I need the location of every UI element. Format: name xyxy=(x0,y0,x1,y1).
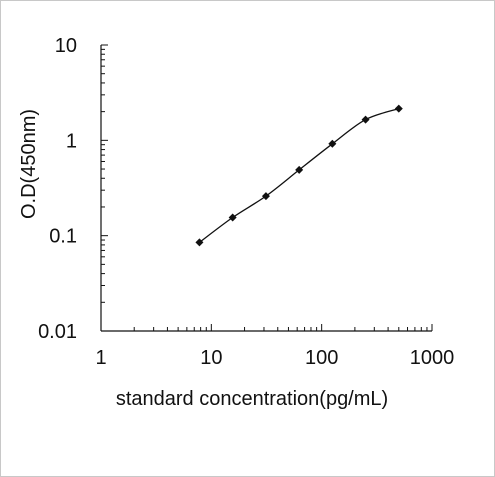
y-tick-label: 0.1 xyxy=(49,226,77,248)
data-point xyxy=(361,115,370,124)
data-point xyxy=(195,238,204,247)
data-point xyxy=(295,165,304,174)
x-axis-title: standard concentration(pg/mL) xyxy=(116,388,388,410)
y-tick-label: 10 xyxy=(55,35,77,57)
y-tick-label: 0.01 xyxy=(38,321,77,343)
data-point xyxy=(394,104,403,113)
x-ticks: 1 10 100 1000 xyxy=(95,324,454,369)
x-tick-label: 1000 xyxy=(410,347,455,369)
fit-curve xyxy=(199,107,400,243)
data-point xyxy=(261,192,270,201)
x-tick-label: 100 xyxy=(305,347,338,369)
axes xyxy=(100,45,432,332)
y-tick-label: 1 xyxy=(66,130,77,152)
data-points xyxy=(195,104,403,247)
y-ticks: 10 1 0.1 0.01 xyxy=(38,35,108,343)
data-point xyxy=(228,213,237,222)
y-axis-title: O.D(450nm) xyxy=(18,109,40,219)
x-tick-label: 10 xyxy=(200,347,222,369)
x-tick-label: 1 xyxy=(95,347,106,369)
data-point xyxy=(328,139,337,148)
